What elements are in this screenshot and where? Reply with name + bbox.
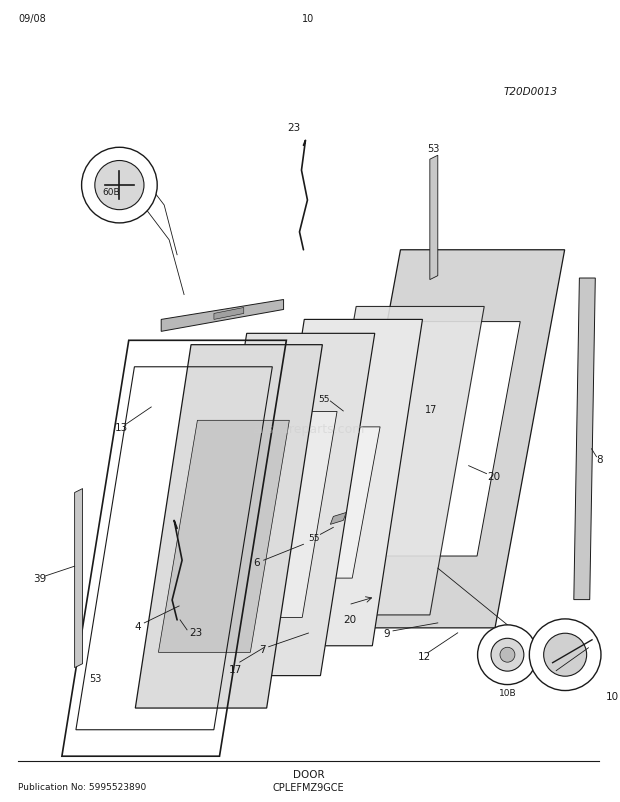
Circle shape (500, 647, 515, 662)
Circle shape (82, 148, 157, 224)
Text: 4: 4 (135, 621, 141, 631)
Text: 10: 10 (303, 14, 314, 24)
Text: allspareparts.com: allspareparts.com (252, 423, 365, 435)
Text: 53: 53 (428, 144, 440, 154)
Polygon shape (192, 334, 374, 676)
Text: 12: 12 (418, 651, 431, 661)
Text: 55: 55 (319, 394, 330, 403)
Polygon shape (220, 412, 337, 618)
Text: T20D0013: T20D0013 (503, 87, 557, 96)
Text: 09/08: 09/08 (18, 14, 46, 24)
Polygon shape (574, 278, 595, 600)
Text: CPLEFMZ9GCE: CPLEFMZ9GCE (273, 782, 344, 792)
Polygon shape (375, 322, 520, 557)
Text: 10B: 10B (498, 688, 516, 697)
Polygon shape (214, 308, 244, 320)
Text: 6: 6 (254, 557, 260, 568)
Text: DOOR: DOOR (293, 769, 324, 780)
Circle shape (491, 638, 524, 671)
Text: Publication No: 5995523890: Publication No: 5995523890 (18, 782, 146, 791)
Polygon shape (302, 307, 484, 615)
Polygon shape (135, 345, 322, 708)
Text: 13: 13 (115, 423, 128, 432)
Text: 10: 10 (606, 691, 619, 701)
Polygon shape (161, 300, 283, 332)
Circle shape (529, 619, 601, 691)
Polygon shape (430, 156, 438, 280)
Text: 20: 20 (343, 614, 356, 624)
Text: 23: 23 (189, 627, 202, 637)
Polygon shape (331, 250, 565, 628)
Text: 23: 23 (287, 124, 300, 133)
Polygon shape (158, 421, 290, 653)
Text: 39: 39 (33, 573, 46, 583)
Polygon shape (74, 489, 82, 668)
Polygon shape (330, 512, 346, 525)
Text: 8: 8 (596, 454, 603, 464)
Text: 53: 53 (89, 673, 102, 683)
Text: 9: 9 (383, 628, 390, 638)
Circle shape (477, 625, 538, 685)
Polygon shape (254, 320, 422, 646)
Circle shape (544, 634, 587, 676)
Text: 20: 20 (487, 471, 501, 481)
Text: 17: 17 (425, 404, 438, 415)
Text: 60B: 60B (103, 188, 120, 196)
Circle shape (95, 161, 144, 210)
Polygon shape (286, 427, 380, 578)
Text: 55: 55 (308, 533, 320, 542)
Text: 17: 17 (229, 664, 242, 674)
Text: 7: 7 (259, 644, 265, 654)
